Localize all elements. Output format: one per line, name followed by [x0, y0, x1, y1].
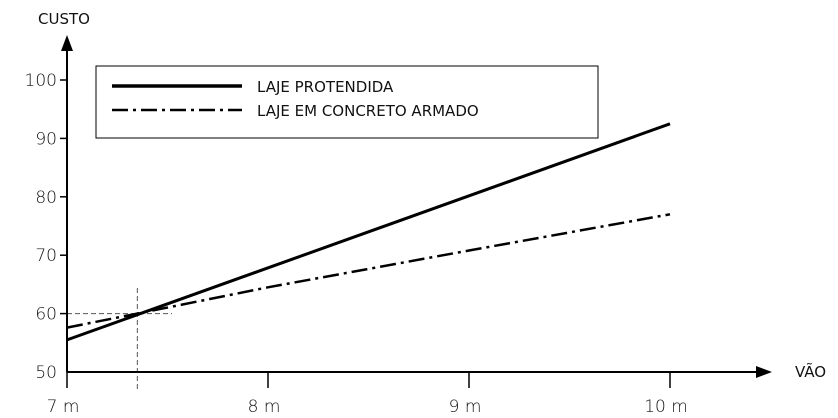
x-axis-title: VÃO [795, 362, 826, 381]
y-tick-label: 90 [35, 129, 57, 149]
legend-box [95, 65, 599, 139]
legend-label-2: LAJE EM CONCRETO ARMADO [257, 102, 479, 120]
x-axis-arrow-icon [756, 366, 772, 378]
legend: LAJE PROTENDIDA LAJE EM CONCRETO ARMADO [95, 65, 599, 139]
series-line-1 [66, 122, 671, 342]
y-tick-label: 50 [35, 363, 57, 383]
x-tick-label: 8 m [248, 397, 281, 417]
y-axis-arrow-icon [61, 35, 73, 51]
axes: CUSTO VÃO [38, 10, 826, 381]
y-tick-label: 80 [35, 188, 57, 208]
y-tick-label: 100 [25, 71, 57, 91]
x-tick-label: 7 m [47, 397, 80, 417]
y-tick-label: 70 [35, 246, 57, 266]
legend-label-1: LAJE PROTENDIDA [257, 78, 394, 96]
x-tick-label: 10 m [644, 397, 688, 417]
x-ticks: 7 m 8 m 9 m 10 m [47, 372, 688, 417]
y-axis-title: CUSTO [38, 10, 90, 28]
y-ticks: 50 60 70 80 90 100 [25, 71, 67, 383]
crossover-guides [67, 288, 172, 390]
series-lines [66, 122, 671, 342]
series-line-2 [66, 213, 671, 329]
y-tick-label: 60 [35, 305, 57, 325]
x-tick-label: 9 m [449, 397, 482, 417]
